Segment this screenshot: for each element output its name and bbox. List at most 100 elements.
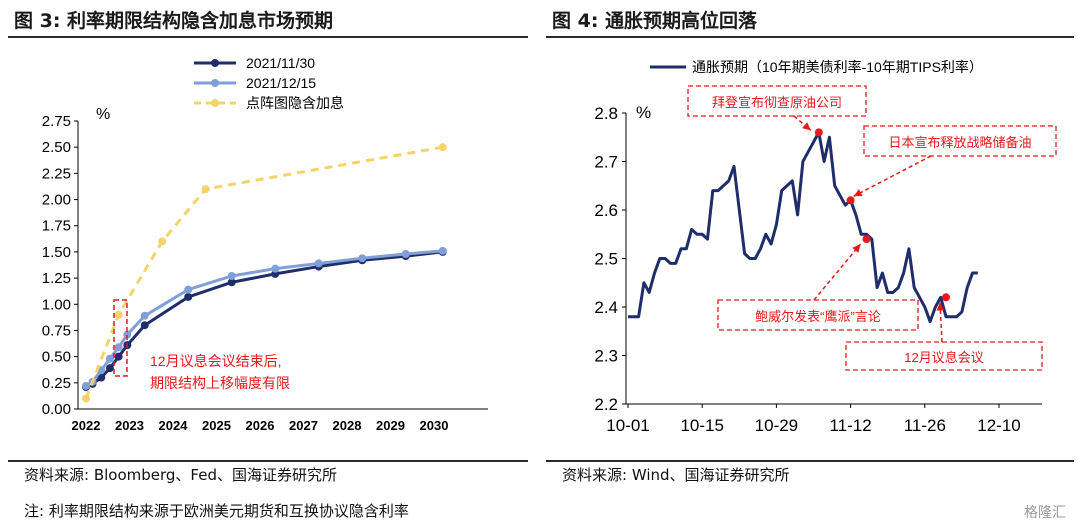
fig3-series-point-1 <box>184 292 193 301</box>
fig4-x-tick-label: 11-12 <box>829 416 871 435</box>
fig4-y-tick-label: 2.8 <box>594 104 618 123</box>
fig4-annotation-arrow <box>793 115 812 131</box>
fig3-x-tick-label: 2026 <box>246 418 275 433</box>
fig3-series-point-1 <box>227 278 236 287</box>
fig4-annotation-box <box>717 299 919 331</box>
fig3-annotation-text: 期限结构上移幅度有限 <box>150 375 290 391</box>
fig3-x-tick-label: 2027 <box>289 418 318 433</box>
fig3-legend-label-3: 点阵图隐含加息 <box>246 95 344 111</box>
fig4-annotation-arrow <box>853 155 932 197</box>
fig4-y-tick-label: 2.7 <box>594 153 618 172</box>
fig3-series-point-1 <box>140 321 149 330</box>
fig3-x-tick-label: 2028 <box>333 418 362 433</box>
fig3-series-point-3 <box>438 143 447 152</box>
fig4-annotation-arrowhead <box>936 302 945 311</box>
fig3-series-point-3 <box>114 310 123 319</box>
fig3-series-point-3 <box>82 394 90 403</box>
fig3-legend-label-2: 2021/12/15 <box>246 75 316 91</box>
fig3-series-point-2 <box>123 330 132 339</box>
fig3-y-tick-label: 0.50 <box>42 349 71 366</box>
fig3-y-tick-label: 2.75 <box>42 113 71 130</box>
fig4-unit-label: % <box>636 103 651 122</box>
fig4-annotation-box <box>687 85 867 117</box>
fig3-y-tick-label: 0.25 <box>42 375 71 392</box>
fig3-chart: 0.00 0.25 0.50 0.75 1.00 1.25 1.50 1.75 2.00 2.25… <box>42 55 488 433</box>
footnote: 注: 利率期限结构来源于欧洲美元期货和互换协议隐含利率 <box>24 502 409 520</box>
fig4-y-tick-label: 2.4 <box>594 298 618 317</box>
fig4-annotation-arrowhead <box>802 122 811 131</box>
fig3-annotation-text: 12月议息会议结束后, <box>150 353 281 369</box>
fig3-series-point-1 <box>105 364 114 373</box>
fig3-y-tick-label: 1.25 <box>42 270 71 287</box>
fig3-y-tick-label: 0.75 <box>42 322 71 339</box>
fig3-series-point-2 <box>438 246 447 255</box>
fig4-x-tick-label: 12-10 <box>977 416 1020 435</box>
fig4-event-marker <box>862 235 871 244</box>
fig4-annotation-arrowhead <box>852 244 861 253</box>
fig3-y-tick-label: 2.25 <box>42 165 71 182</box>
fig3-source-rule <box>8 460 528 462</box>
fig4-y-tick-label: 2.2 <box>594 395 618 414</box>
fig3-series-point-2 <box>271 264 280 273</box>
fig3-legend-marker-3 <box>211 99 219 107</box>
fig3-series-point-3 <box>201 185 210 194</box>
fig3-series-point-2 <box>184 285 193 294</box>
fig4-y-tick-label: 2.3 <box>594 347 618 366</box>
fig3-legend-marker-2 <box>211 79 219 87</box>
fig3-y-tick-label: 0.00 <box>42 401 71 418</box>
fig3-series-point-2 <box>82 381 90 390</box>
fig3-series-point-2 <box>227 271 236 280</box>
fig3-y-tick-label: 1.75 <box>42 218 71 235</box>
fig4-x-tick-label: 11-26 <box>904 416 946 435</box>
fig3-series-point-2 <box>314 259 323 268</box>
fig4-legend-label: 通胀预期（10年期美债利率-10年期TIPS利率） <box>692 59 983 75</box>
fig3-y-tick-label: 2.00 <box>42 192 71 209</box>
fig3-x-tick-label: 2024 <box>159 418 189 433</box>
fig3-series-point-1 <box>114 352 123 361</box>
fig3-x-tick-label: 2030 <box>420 418 449 433</box>
fig4-y-tick-label: 2.6 <box>594 201 618 220</box>
fig4-annotation-box <box>863 125 1057 157</box>
fig3-legend-marker-1 <box>211 59 219 67</box>
fig4-title-rule <box>546 36 1074 38</box>
fig3-source: 资料来源: Bloomberg、Fed、国海证券研究所 <box>24 466 337 484</box>
fig3-x-tick-label: 2022 <box>72 418 101 433</box>
fig3-series-point-3 <box>158 237 167 246</box>
fig4-title: 图 4: 通胀预期高位回落 <box>552 10 758 32</box>
fig4-event-marker <box>942 293 950 302</box>
fig4-event-marker <box>814 128 823 137</box>
fig3-legend-label-1: 2021/11/30 <box>246 55 315 71</box>
fig4-series-line <box>628 130 978 324</box>
fig3-y-tick-label: 1.50 <box>42 244 71 261</box>
fig4-annotation-text: 12月议息会议 <box>904 350 983 365</box>
fig3-x-tick-label: 2025 <box>202 418 231 433</box>
fig4-y-tick-label: 2.5 <box>594 250 618 269</box>
fig4-annotation-arrowhead <box>853 189 863 197</box>
fig4-x-tick-label: 10-29 <box>755 416 798 435</box>
fig3-series-point-2 <box>140 311 149 320</box>
fig3-series-point-2 <box>401 250 410 259</box>
fig4-annotation-text: 日本宣布释放战略储备油 <box>888 135 1031 150</box>
fig3-title: 图 3: 利率期限结构隐含加息市场预期 <box>14 10 334 32</box>
fig3-series-point-2 <box>358 254 367 263</box>
fig4-source: 资料来源: Wind、国海证券研究所 <box>562 466 790 484</box>
fig3-title-rule <box>8 36 528 38</box>
fig4-annotation-arrow <box>813 243 862 301</box>
fig3-series-point-2 <box>105 354 114 363</box>
fig4-source-rule <box>546 460 1074 462</box>
fig3-series-point-2 <box>114 343 123 352</box>
fig4-x-tick-label: 10-01 <box>606 416 649 435</box>
fig4-event-marker <box>846 196 855 205</box>
fig4-annotation-text: 拜登宣布彻查原油公司 <box>712 95 842 110</box>
fig3-x-tick-label: 2023 <box>115 418 144 433</box>
fig4-annotation-text: 鲍威尔发表“鹰派”言论 <box>755 309 881 324</box>
fig3-highlight-box <box>113 299 128 377</box>
fig4-x-tick-label: 10-15 <box>680 416 723 435</box>
fig3-x-tick-label: 2029 <box>376 418 405 433</box>
watermark: 格隆汇 <box>1024 505 1066 521</box>
fig3-series-point-1 <box>97 373 106 382</box>
fig4-chart: 2.2 2.3 2.4 2.5 2.6 2.7 2.8 10-01 10-15 10-29 11-1… <box>594 59 1057 435</box>
fig3-y-tick-label: 2.50 <box>42 139 71 156</box>
fig3-y-tick-label: 1.00 <box>42 296 71 313</box>
fig3-unit-label: % <box>96 106 110 123</box>
